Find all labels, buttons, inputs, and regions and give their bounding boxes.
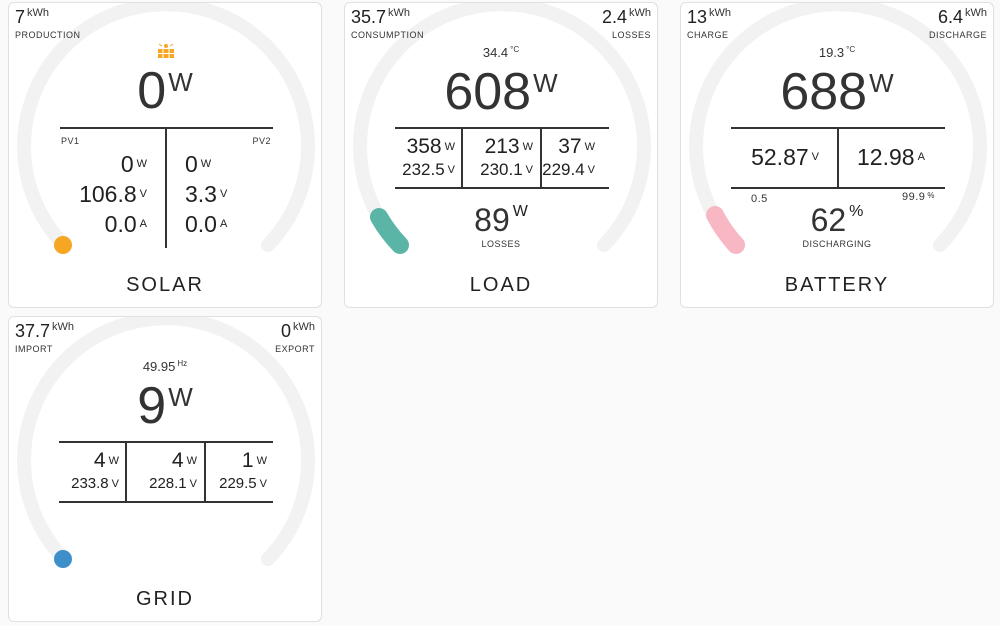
grid-divider-bottom [59,501,273,503]
solar-gauge [17,3,315,254]
battery-min-soc: 0.5 [751,193,768,205]
load-divider-top [395,127,609,129]
load-phase-2: 213 W 230.1 V [480,135,533,179]
battery-charge: 13 kWh CHARGE [687,7,732,40]
grid-divider-v2 [204,441,206,503]
load-card[interactable]: 35.7 kWh CONSUMPTION 2.4 kWh LOSSES 34.4 °C… [344,2,658,308]
solar-gauge-indicator [54,236,72,254]
pv1-label: PV1 [61,136,80,146]
load-phase-3: 37 W 229.4 V [542,135,595,179]
battery-temperature: 19.3 °C [818,45,856,60]
load-consumption: 35.7 kWh CONSUMPTION [351,7,424,40]
battery-gauge-indicator [706,206,745,254]
solar-production: 7 kWh PRODUCTION [15,7,81,40]
load-gauge [353,3,651,254]
battery-voltage: 52.87 V [751,144,819,170]
grid-title: GRID [136,588,194,610]
grid-divider-v1 [125,441,127,503]
pv2-label: PV2 [252,136,271,146]
battery-current: 12.98 A [857,144,925,170]
battery-gauge [689,3,987,254]
solar-power: 0W [137,62,193,120]
load-title: LOAD [469,274,533,296]
load-losses-energy: 2.4 kWh LOSSES [601,7,651,40]
battery-card[interactable]: 13 kWh CHARGE 6.4 kWh DISCHARGE 19.3 °C 688… [680,2,994,308]
solar-divider-v [165,127,167,248]
grid-gauge-indicator [54,550,72,568]
load-divider-v2 [540,127,542,189]
load-losses-power: 89 W LOSSES [474,202,528,249]
battery-discharge: 6.4 kWh DISCHARGE [928,7,987,40]
load-power: 608W [444,63,558,121]
battery-soc: 62% DISCHARGING [802,202,872,249]
grid-import: 37.7 kWh IMPORT [15,321,75,354]
load-phase-1: 358 W 232.5 V [402,135,455,179]
solar-panel-icon [158,43,174,58]
solar-title: SOLAR [126,274,204,296]
battery-title: BATTERY [784,274,890,296]
grid-divider-top [59,441,273,443]
battery-max-soc: 99.9% [901,191,935,203]
load-divider-bottom [395,187,609,189]
load-temperature: 34.4 °C [482,45,520,60]
grid-frequency: 49.95 Hz [142,359,188,374]
load-divider-v1 [461,127,463,189]
grid-power: 9W [137,377,193,435]
battery-divider-v [837,127,839,189]
battery-power: 688W [780,63,894,121]
grid-export: 0 kWh EXPORT [275,321,315,354]
load-gauge-indicator [370,208,409,254]
grid-gauge [17,317,315,568]
